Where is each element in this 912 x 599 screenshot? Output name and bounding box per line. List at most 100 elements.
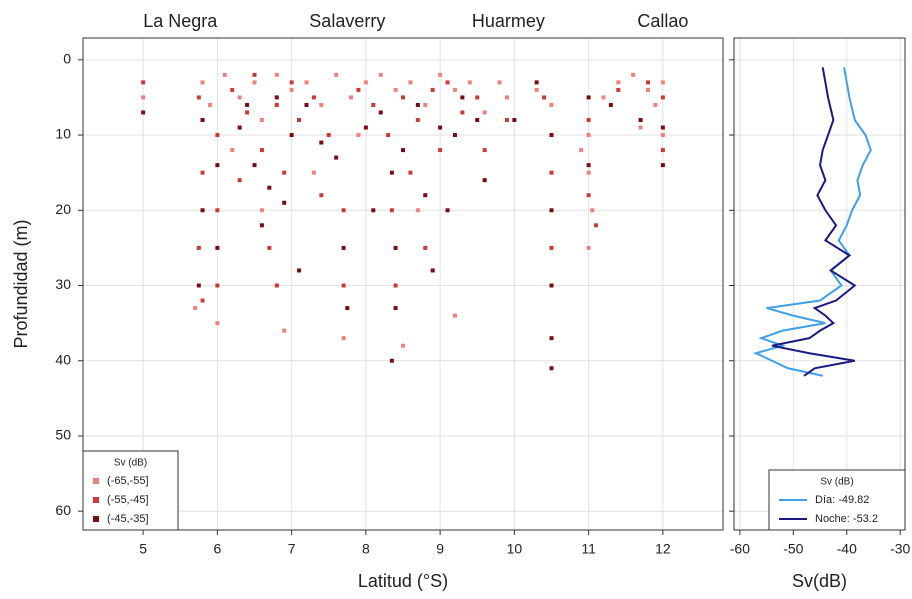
point — [415, 102, 420, 107]
point — [660, 133, 665, 138]
point — [549, 366, 554, 371]
point — [415, 208, 420, 213]
point — [504, 118, 509, 122]
x-tick-label: 7 — [288, 541, 296, 557]
point — [401, 343, 405, 348]
legend-label: (-65,-55] — [107, 475, 149, 487]
point — [363, 125, 368, 130]
point — [274, 95, 279, 100]
profile-line — [753, 67, 872, 377]
point — [311, 95, 316, 100]
point — [356, 87, 361, 92]
point — [252, 163, 257, 168]
point — [534, 80, 539, 85]
point — [401, 148, 405, 153]
point — [423, 193, 428, 198]
point — [274, 72, 279, 77]
point — [534, 87, 539, 92]
legend-swatch — [93, 516, 99, 522]
point — [475, 118, 480, 122]
x-tick-label: 12 — [655, 541, 671, 557]
point — [638, 125, 643, 130]
point — [274, 283, 279, 288]
point — [371, 208, 376, 213]
point — [196, 245, 201, 250]
point — [297, 268, 302, 273]
x-tick-label: 9 — [436, 541, 444, 557]
point — [245, 102, 250, 107]
point — [259, 118, 264, 122]
point — [319, 140, 324, 145]
point — [334, 72, 339, 77]
point — [460, 110, 465, 115]
point — [252, 72, 257, 77]
region-label: La Negra — [143, 11, 218, 31]
point — [504, 95, 509, 100]
point — [579, 148, 584, 153]
point — [297, 118, 302, 122]
point — [497, 80, 502, 85]
point — [371, 102, 376, 107]
point — [237, 125, 242, 130]
region-label: Huarmey — [472, 11, 545, 31]
point — [282, 170, 287, 175]
point — [586, 163, 591, 168]
x-axis-label: Sv(dB) — [792, 571, 847, 591]
point — [586, 193, 591, 198]
point — [267, 245, 272, 250]
point — [475, 95, 480, 100]
point — [549, 170, 554, 175]
point — [430, 87, 435, 92]
y-tick-label: 40 — [55, 351, 71, 367]
legend-label: (-55,-45] — [107, 494, 149, 506]
region-label: Callao — [637, 11, 688, 31]
point — [259, 223, 264, 228]
point — [608, 102, 613, 107]
point — [215, 245, 220, 250]
point — [646, 80, 651, 85]
point — [549, 102, 554, 107]
point — [289, 87, 294, 92]
point — [282, 200, 287, 205]
point — [631, 72, 636, 77]
point — [378, 110, 383, 115]
point — [304, 80, 309, 85]
legend-swatch — [93, 478, 99, 484]
x-tick-label: 8 — [362, 541, 370, 557]
point — [423, 245, 428, 250]
point — [660, 80, 665, 85]
point — [304, 102, 309, 107]
point — [378, 72, 383, 77]
point — [438, 72, 443, 77]
legend-title: Sv (dB) — [820, 477, 853, 488]
legend-swatch — [93, 497, 99, 503]
point — [289, 133, 294, 138]
legend-label: Día: -49.82 — [815, 494, 869, 506]
point — [326, 133, 331, 138]
point — [389, 170, 394, 175]
point — [393, 306, 398, 311]
point — [215, 321, 220, 326]
point — [215, 133, 220, 138]
point — [616, 80, 621, 85]
legend-label: (-45,-35] — [107, 513, 149, 525]
x-tick-label: 11 — [581, 541, 596, 557]
plot-frame — [733, 37, 906, 531]
point — [452, 313, 457, 318]
point — [289, 80, 294, 85]
y-tick-label: 10 — [55, 126, 71, 142]
x-tick-label: 5 — [139, 541, 147, 557]
point — [274, 102, 279, 107]
point — [549, 208, 554, 213]
point — [438, 148, 443, 153]
point — [230, 148, 235, 153]
point — [586, 245, 591, 250]
point — [423, 102, 428, 107]
point — [259, 148, 264, 153]
point — [393, 283, 398, 288]
y-axis-label: Profundidad (m) — [11, 219, 31, 348]
point — [215, 208, 220, 213]
point — [311, 170, 316, 175]
point — [196, 283, 201, 288]
point — [341, 336, 346, 341]
